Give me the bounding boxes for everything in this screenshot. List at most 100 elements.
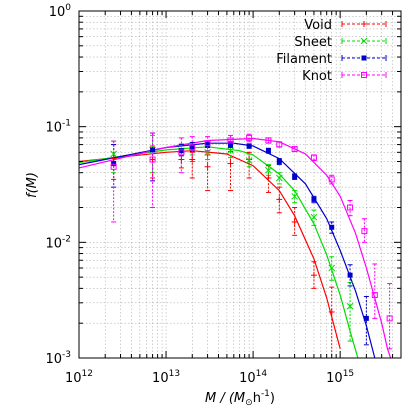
filament-data-point	[228, 142, 234, 148]
x-tick-label: 1014	[239, 369, 267, 386]
sheet-data-point-b	[275, 174, 283, 182]
grid-lines	[79, 11, 401, 358]
sheet-data-point-b	[110, 150, 117, 158]
x-tick-label-base: 10	[65, 371, 82, 386]
error-bars	[111, 132, 393, 359]
legend-marker-sheet-b	[360, 37, 368, 45]
x-axis-title-exp: -1	[261, 389, 270, 399]
void-data-point	[189, 156, 196, 163]
sheet-data-point	[291, 192, 298, 200]
filament-data-point	[205, 142, 211, 148]
sheet-data-point	[346, 302, 354, 310]
knot-data-point	[347, 204, 354, 211]
sheet-fit-curve	[78, 146, 359, 359]
void-data-point	[276, 196, 283, 203]
x-axis-title-h: h	[253, 391, 261, 406]
filament-data-point	[111, 161, 117, 167]
data-markers	[110, 134, 393, 322]
x-tick-label-base: 10	[152, 371, 169, 386]
axis-ticks	[78, 11, 402, 359]
x-axis-title-main: M / (M	[205, 391, 245, 406]
y-tick-label-exp: -1	[62, 119, 71, 129]
legend-label-void: Void	[304, 18, 332, 33]
y-tick-label: 100	[49, 3, 72, 20]
filament-data-point	[292, 174, 298, 180]
legend: Void Sheet Filament Knot	[276, 18, 387, 84]
sheet-data-point	[328, 264, 336, 272]
knot-data-point	[227, 137, 234, 144]
knot-data-point	[246, 134, 253, 141]
sheet-data-point-b	[291, 192, 298, 200]
x-tick-label: 1013	[152, 369, 180, 386]
filament-fit-curve	[78, 142, 376, 359]
void-data-point	[310, 272, 317, 279]
legend-label-sheet: Sheet	[294, 35, 332, 50]
legend-marker-knot	[361, 72, 367, 78]
sheet-data-point-b	[328, 264, 336, 272]
fit-curves	[78, 137, 392, 359]
void-data-point	[265, 174, 272, 181]
sheet-data-point	[310, 213, 318, 221]
x-axis-title-close: )	[270, 391, 275, 406]
filament-data-point	[276, 158, 282, 164]
knot-data-point	[265, 137, 272, 144]
knot-data-point	[361, 228, 368, 235]
y-tick-label-base: 10	[45, 352, 62, 367]
knot-data-point	[310, 154, 317, 161]
legend-marker-void	[361, 21, 367, 27]
void-data-point	[178, 156, 185, 163]
filament-data-point	[178, 148, 184, 154]
void-data-point	[110, 155, 117, 162]
void-fit-curve	[78, 150, 341, 349]
void-data-point	[204, 163, 211, 170]
knot-data-point	[110, 163, 117, 170]
y-tick-label: 10-1	[45, 119, 71, 136]
y-tick-label-base: 10	[45, 236, 62, 251]
knot-data-point	[371, 292, 378, 299]
void-data-point	[291, 218, 298, 225]
sheet-data-point	[265, 166, 272, 174]
sheet-data-point-b	[227, 147, 234, 155]
x-tick-label-base: 10	[239, 371, 256, 386]
plot-frame	[78, 10, 402, 359]
filament-data-point	[150, 147, 156, 153]
knot-data-point	[178, 149, 185, 156]
y-tick-label-base: 10	[45, 121, 62, 136]
sheet-data-point	[245, 157, 253, 164]
x-tick-label-exp: 14	[256, 369, 268, 379]
legend-label-knot: Knot	[302, 69, 332, 84]
sheet-data-point-b	[245, 157, 253, 164]
knot-data-point	[149, 156, 156, 163]
void-data-point	[227, 160, 234, 167]
legend-label-filament: Filament	[276, 52, 332, 67]
x-tick-label-exp: 13	[169, 369, 180, 379]
knot-data-point	[291, 146, 298, 153]
x-tick-labels: 1012 1013 1014 1015	[65, 369, 354, 386]
x-tick-label-exp: 12	[82, 369, 93, 379]
x-axis-title: M / (M⊙h-1)	[205, 389, 275, 408]
sheet-data-point	[204, 148, 211, 156]
sheet-data-point-b	[265, 166, 272, 174]
x-tick-label: 1015	[326, 369, 354, 386]
y-tick-label-base: 10	[49, 5, 66, 20]
knot-data-point	[276, 141, 283, 148]
filament-data-point	[246, 143, 252, 149]
sheet-data-point-b	[346, 302, 354, 310]
y-tick-label-exp: -3	[62, 350, 71, 360]
y-tick-label-exp: 0	[65, 3, 71, 13]
x-tick-label-exp: 15	[343, 369, 354, 379]
y-tick-label: 10-3	[45, 350, 71, 367]
x-tick-label: 1012	[65, 369, 93, 386]
knot-data-point	[204, 140, 211, 147]
x-tick-label-base: 10	[326, 371, 343, 386]
void-data-point	[328, 308, 335, 315]
filament-data-point	[265, 148, 271, 154]
x-axis-title-sun-symbol: ⊙	[245, 398, 253, 408]
sheet-data-point-b	[310, 213, 318, 221]
y-axis-title: f(M)	[25, 172, 40, 198]
sheet-data-point	[227, 147, 234, 155]
sheet-data-point	[275, 174, 283, 182]
knot-data-point	[386, 315, 393, 322]
